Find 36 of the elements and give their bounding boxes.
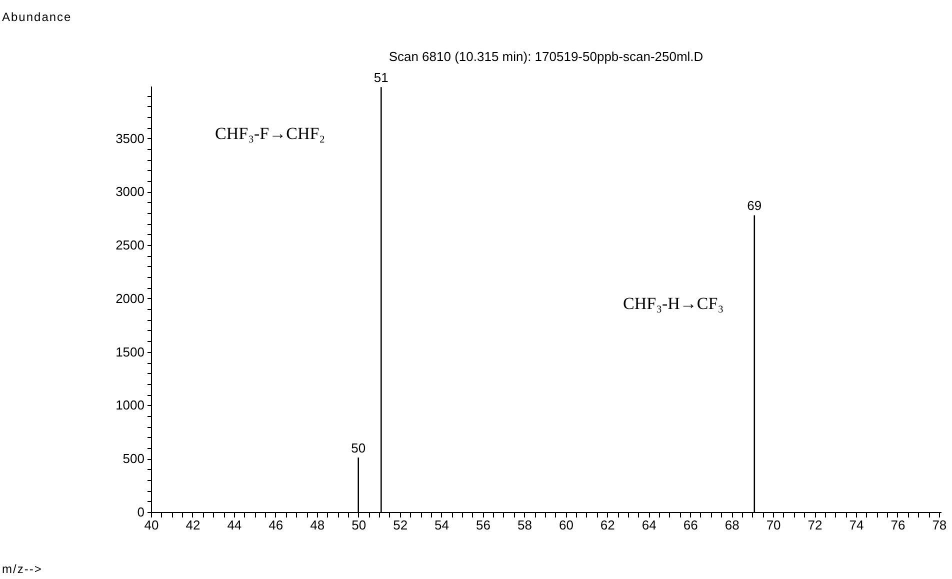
x-tick-label: 64 — [642, 518, 656, 532]
x-tick-label: 68 — [724, 518, 740, 532]
y-tick-label: 1000 — [116, 398, 144, 413]
y-tick-label: 2000 — [116, 290, 144, 306]
y-tick-label: 3000 — [116, 184, 144, 200]
y-tick-label: 500 — [122, 451, 144, 466]
x-tick-label: 50 — [352, 518, 366, 532]
annotation: 51 — [374, 70, 388, 86]
x-tick-label: 52 — [393, 518, 408, 532]
x-tick-label: 76 — [890, 518, 906, 532]
x-tick-label: 66 — [683, 518, 698, 532]
annotation: 50 — [351, 440, 366, 456]
x-tick-label: 48 — [310, 518, 325, 532]
x-tick-label: 74 — [849, 518, 864, 532]
x-tick-label: 54 — [434, 518, 450, 532]
x-tick-label: 44 — [227, 518, 242, 532]
text: m/z--> — [2, 562, 42, 576]
x-tick-label: 60 — [558, 518, 574, 532]
x-tick-label: 46 — [268, 518, 284, 532]
y-tick-label: 2500 — [116, 238, 144, 253]
annotation: CHF₃-H→CF₃ — [623, 294, 724, 314]
x-tick-label: 70 — [766, 518, 781, 532]
x-tick-label: 62 — [600, 518, 615, 532]
chart-title: Scan 6810 (10.315 min): 170519-50ppb-scan-250ml.D — [388, 49, 704, 64]
x-tick-label: 58 — [517, 518, 532, 532]
x-tick-label: 42 — [186, 518, 200, 532]
x-tick-label: 40 — [144, 518, 159, 532]
x-tick-label: 72 — [808, 518, 822, 532]
annotation: 69 — [747, 198, 762, 214]
text: Abundance — [2, 10, 72, 24]
annotation: CHF₃-F→CHF₂ — [215, 124, 326, 144]
x-tick-label: 78 — [932, 518, 947, 532]
y-tick-label: 3500 — [116, 130, 144, 146]
y-tick-label: 0 — [137, 504, 144, 520]
x-tick-label: 56 — [476, 518, 490, 532]
y-tick-label: 1500 — [116, 344, 144, 360]
